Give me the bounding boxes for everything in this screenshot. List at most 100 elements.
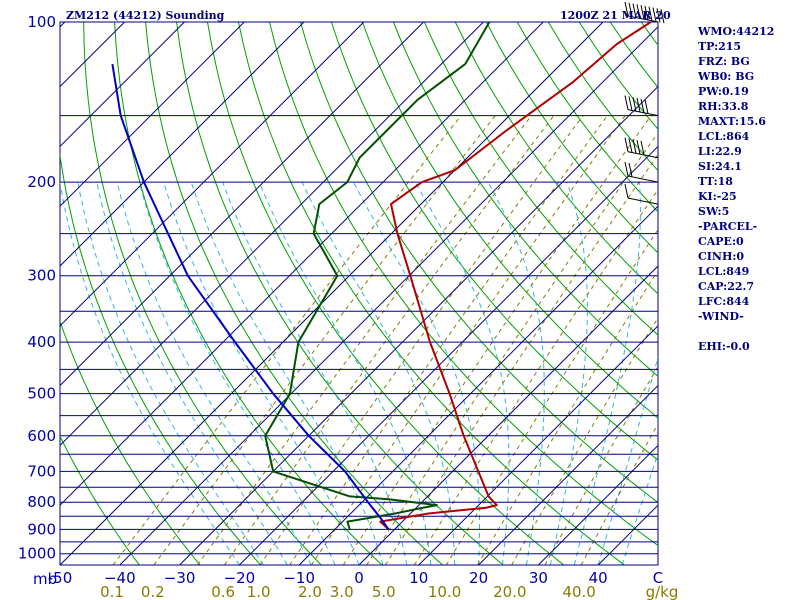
mixing-ratio-tick-label: 3.0	[330, 583, 354, 600]
temperature-tick-label: 30	[529, 569, 548, 587]
stat-item: KI:-25	[698, 190, 737, 203]
mixing-ratio-tick-label: 1.0	[247, 583, 271, 600]
moist-adiabat-line	[414, 181, 510, 565]
moist-adiabat-line	[77, 182, 264, 565]
mixing-ratio-tick-label: 5.0	[372, 583, 396, 600]
moist-adiabat-line	[116, 181, 312, 565]
moist-adiabat-line	[487, 181, 545, 565]
pressure-tick-label: 100	[27, 13, 56, 31]
wind-barb	[624, 161, 659, 183]
isotherm-line	[60, 22, 305, 267]
dry-adiabat-line	[796, 22, 800, 565]
pressure-tick-label: 500	[27, 385, 56, 403]
pressure-tick-label: 800	[27, 493, 56, 511]
wind-barb	[624, 183, 659, 205]
stat-item: FRZ: BG	[698, 55, 750, 68]
sounding-time: 1200Z 21 MAR 20	[560, 9, 671, 22]
moist-adiabat-line	[138, 181, 336, 565]
stat-item: CAP:22.7	[698, 280, 755, 293]
mixing-ratio-tick-label: 0.2	[141, 583, 165, 600]
moist-adiabat-line	[60, 182, 240, 565]
moist-adiabat-line	[301, 181, 456, 565]
stat-item: LFC:844	[698, 295, 750, 308]
pressure-tick-label: 1000	[18, 545, 56, 563]
moist-adiabat-line	[549, 181, 588, 565]
stat-item: CINH:0	[698, 250, 745, 263]
isotherm-line	[60, 22, 185, 148]
isotherm-line	[60, 22, 604, 565]
isotherm-line	[119, 26, 658, 565]
plot-area	[59, 21, 659, 566]
isotherm-line	[60, 22, 245, 207]
y-axis-unit-label: mb	[33, 570, 57, 588]
dry-adiabats	[60, 22, 800, 565]
isotherm-line	[60, 22, 544, 506]
temperature-tick-label: 0	[354, 569, 364, 587]
isotherm-line	[179, 85, 658, 565]
stat-item: SI:24.1	[698, 160, 742, 173]
dry-adiabat-line	[300, 22, 658, 504]
dry-adiabat-line	[423, 22, 658, 336]
mixing-ratio-axis-labels: 0.1 0.2 0.6 1.0 2.0 3.0 5.0 10.0 20.0 40.0 g/kg	[100, 583, 678, 600]
stat-item: WMO:44212	[698, 25, 775, 38]
isotherm-line	[418, 325, 658, 565]
moist-adiabat-line	[573, 182, 641, 565]
stat-item: -WIND-	[698, 310, 744, 323]
mixing-ratio-unit-label: g/kg	[646, 583, 679, 600]
dewpoint-trace	[264, 22, 491, 530]
dry-adiabat-line	[454, 22, 658, 295]
moist-adiabat-line	[96, 181, 288, 565]
isobars	[60, 21, 658, 566]
temperature-axis-labels: -50 −40 −30 −20 −10 0 10 20 30 40 C	[48, 569, 663, 587]
pressure-tick-label: 300	[27, 267, 56, 285]
stat-item: RH:33.8	[698, 100, 749, 113]
isotherm-line	[60, 22, 424, 387]
temperature-tick-label: −10	[283, 569, 315, 587]
station-title: ZM212 (44212) Sounding	[66, 9, 225, 22]
temperature-tick-label: −20	[224, 569, 256, 587]
moist-adiabat-line	[163, 181, 360, 565]
pressure-tick-label: 700	[27, 462, 56, 480]
moist-adiabats	[60, 181, 658, 565]
wind-barb	[624, 95, 659, 117]
dry-adiabat-line	[60, 435, 140, 565]
isotherm-line	[538, 444, 658, 565]
pressure-tick-label: 200	[27, 173, 56, 191]
isotherm-line	[60, 22, 484, 447]
stat-item: TT:18	[698, 175, 733, 188]
wind-barbs	[624, 1, 665, 205]
stat-item: PW:0.19	[698, 85, 749, 98]
stat-item: TP:215	[698, 40, 742, 53]
pressure-tick-label: 400	[27, 333, 56, 351]
stat-ehi: EHI:-0.0	[698, 340, 750, 353]
mixing-ratio-tick-label: 2.0	[298, 583, 322, 600]
moist-adiabat-line	[222, 181, 408, 565]
stat-item: CAPE:0	[698, 235, 744, 248]
dry-adiabat-line	[83, 22, 322, 565]
stat-item: -PARCEL-	[698, 220, 758, 233]
parcel-trace	[111, 63, 390, 530]
isotherm-line	[358, 265, 658, 565]
pressure-tick-label: 900	[27, 520, 56, 538]
mixing-ratio-tick-label: 20.0	[493, 583, 526, 600]
stat-item: MAXT:15.6	[698, 115, 766, 128]
sounding-traces	[111, 22, 652, 531]
isotherm-line	[478, 384, 658, 565]
temperature-tick-label: −40	[104, 569, 136, 587]
temperature-tick-label: 20	[469, 569, 488, 587]
temperature-tick-label: C	[653, 569, 663, 587]
temperature-tick-label: -50	[48, 569, 73, 587]
stats-panel: WMO:44212 TP:215 FRZ: BG WB0: BG PW:0.19 RH:3…	[698, 24, 774, 354]
dry-adiabat-line	[60, 320, 201, 565]
moist-adiabat-line	[353, 181, 480, 565]
isotherm-line	[60, 22, 66, 28]
mixing-ratio-tick-label: 0.6	[211, 583, 235, 600]
temperature-tick-label: 10	[409, 569, 428, 587]
mixing-ratio-tick-label: 0.1	[100, 583, 124, 600]
isotherm-line	[239, 145, 658, 565]
dry-adiabat-line	[145, 22, 443, 565]
dry-adiabat-line	[176, 22, 504, 565]
dry-adiabat-line	[60, 151, 261, 565]
isotherm-line	[0, 22, 5, 565]
